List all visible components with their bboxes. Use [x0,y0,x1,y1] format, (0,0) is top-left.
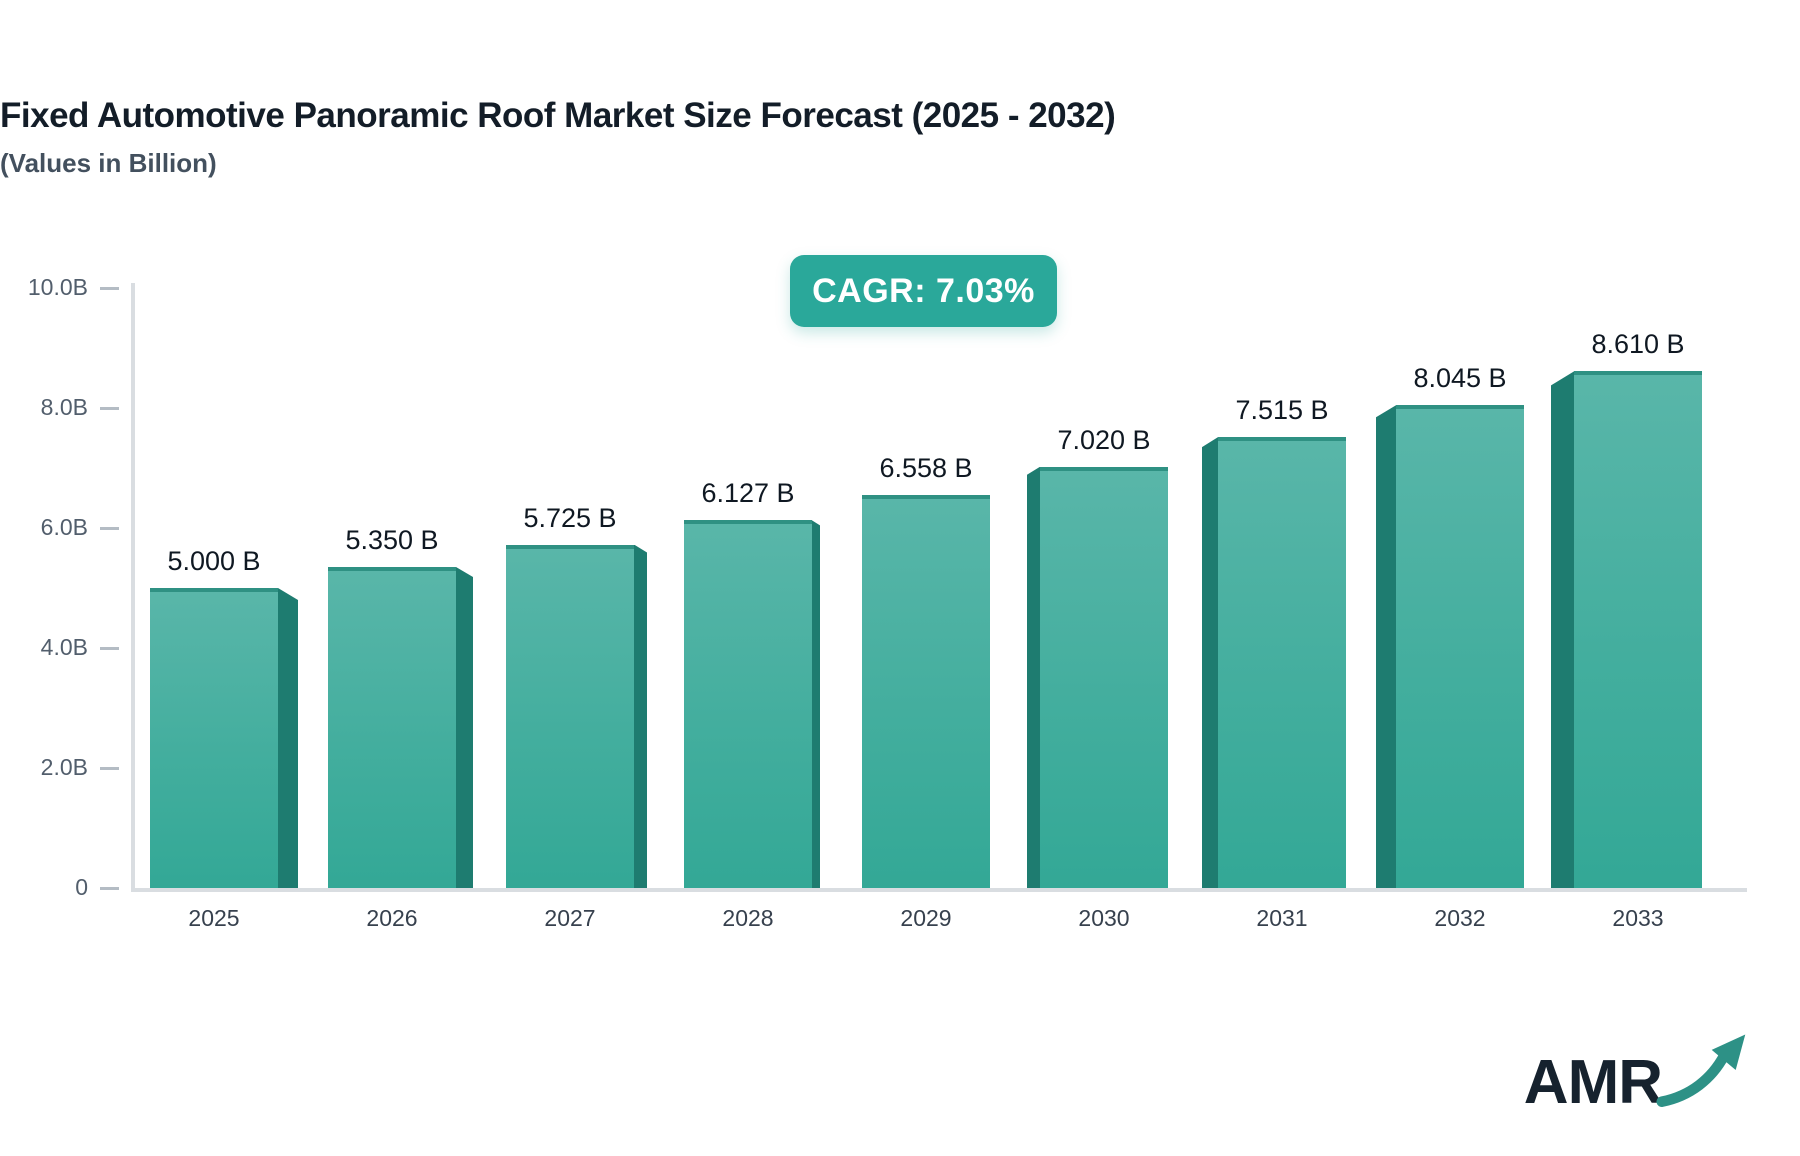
page-title: Fixed Automotive Panoramic Roof Market S… [0,96,1116,135]
bar [1218,437,1346,888]
x-category-label: 2027 [544,905,596,931]
bar-value-label: 6.558 B [879,452,973,483]
x-category-label: 2030 [1078,905,1130,931]
y-tick-label: 4.0B [40,634,88,660]
brand-logo: AMR [1523,1032,1752,1117]
bar-value-label: 7.515 B [1235,395,1329,426]
y-tick-mark [100,527,119,530]
bar-side-face [278,588,298,888]
bar-side-face [634,544,647,888]
bar [150,588,278,888]
y-axis-line [131,283,135,890]
bar-value-label: 6.127 B [701,478,795,509]
bar [1040,466,1168,888]
x-category-label: 2033 [1612,905,1664,931]
bar-side-face [1202,437,1218,888]
bar-side-face [1376,405,1396,888]
cagr-badge-label: CAGR: 7.03% [812,271,1035,310]
bar-value-label: 5.725 B [523,502,617,533]
bar [862,494,990,888]
bar [684,520,812,888]
y-tick-mark [100,287,119,290]
bar-value-label: 7.020 B [1057,424,1151,455]
bar [1574,371,1702,888]
bar-value-label: 5.000 B [167,546,261,576]
x-category-label: 2032 [1434,905,1486,931]
cagr-badge: CAGR: 7.03% [790,255,1057,327]
y-tick-label: 6.0B [40,514,88,540]
chart-subtitle: (Values in Billion) [0,148,217,178]
x-category-label: 2028 [722,905,774,931]
brand-logo-text: AMR [1523,1048,1663,1117]
y-tick-label: 2.0B [40,754,88,780]
y-tick-label: 8.0B [40,394,88,420]
y-tick-mark [100,767,119,770]
x-category-label: 2031 [1256,905,1308,931]
x-category-label: 2029 [900,905,952,931]
bar-side-face [812,520,820,888]
bar [1396,405,1524,888]
x-axis-line [131,888,1747,892]
bar-value-label: 5.350 B [345,525,439,555]
x-category-label: 2025 [188,905,240,931]
bar-side-face [456,567,473,888]
bar-value-label: 8.610 B [1591,329,1685,360]
bar-side-face [1027,466,1040,888]
y-tick-mark [100,407,119,410]
y-tick-mark [100,887,119,890]
bar [506,544,634,888]
x-category-label: 2026 [366,905,418,931]
y-tick-label: 10.0B [27,274,88,300]
y-tick-mark [100,647,119,650]
bar-value-label: 8.045 B [1413,363,1507,394]
bar-side-face [1551,371,1574,888]
bar [328,567,456,888]
y-tick-label: 0 [75,874,88,900]
growth-arrow-icon [1656,1034,1746,1107]
